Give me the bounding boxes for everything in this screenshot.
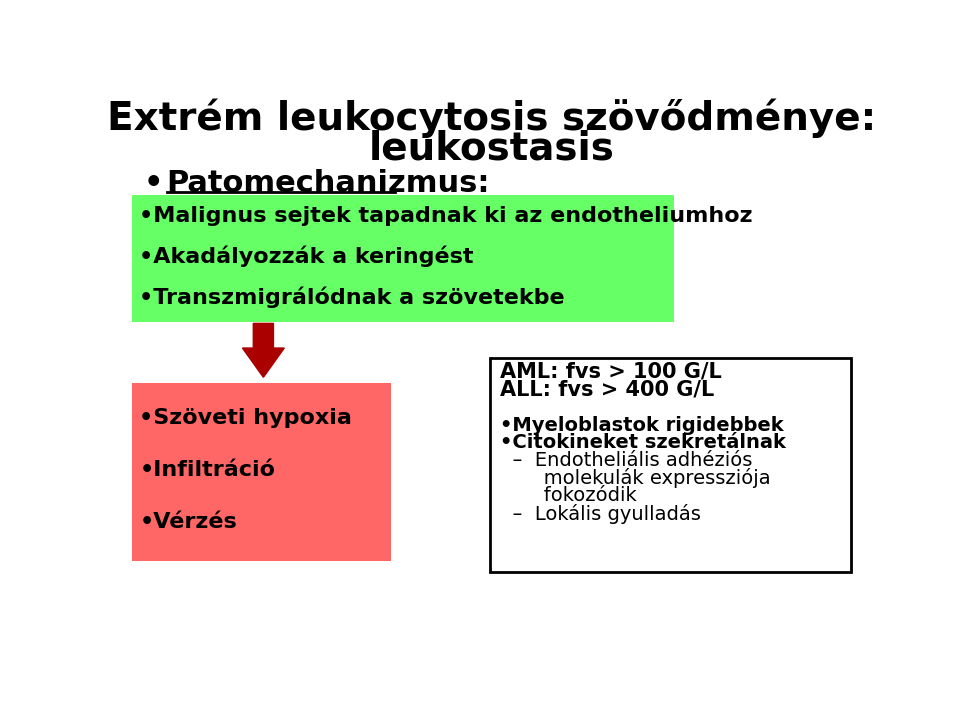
Text: molekulák expressziója: molekulák expressziója [500, 468, 770, 488]
Text: –  Endotheliális adhéziós: – Endotheliális adhéziós [500, 451, 752, 470]
Text: Extrém leukocytosis szövődménye:: Extrém leukocytosis szövődménye: [108, 98, 876, 138]
FancyBboxPatch shape [132, 195, 674, 322]
FancyBboxPatch shape [132, 384, 392, 560]
Text: •Transzmigrálódnak a szövetekbe: •Transzmigrálódnak a szövetekbe [139, 286, 565, 308]
Text: AML: fvs > 100 G/L: AML: fvs > 100 G/L [500, 362, 722, 382]
Text: ALL: fvs > 400 G/L: ALL: fvs > 400 G/L [500, 380, 714, 399]
Text: leukostasis: leukostasis [369, 130, 615, 167]
Text: •Myeloblastok rigidebbek: •Myeloblastok rigidebbek [500, 415, 783, 434]
Text: •Akadályozzák a keringést: •Akadályozzák a keringést [139, 246, 474, 267]
Text: •Vérzés: •Vérzés [139, 512, 237, 532]
Text: •: • [143, 169, 163, 198]
Text: •Malignus sejtek tapadnak ki az endotheliumhoz: •Malignus sejtek tapadnak ki az endothel… [139, 206, 753, 225]
Text: •Szöveti hypoxia: •Szöveti hypoxia [139, 408, 352, 428]
Text: –  Lokális gyulladás: – Lokális gyulladás [500, 504, 701, 523]
FancyBboxPatch shape [491, 358, 851, 572]
Text: Patomechanizmus:: Patomechanizmus: [166, 169, 490, 198]
Text: •Infiltráció: •Infiltráció [139, 460, 276, 480]
Text: •Citokineket szekretálnak: •Citokineket szekretálnak [500, 434, 785, 452]
FancyArrow shape [243, 323, 284, 377]
Text: fokozódik: fokozódik [500, 486, 636, 505]
